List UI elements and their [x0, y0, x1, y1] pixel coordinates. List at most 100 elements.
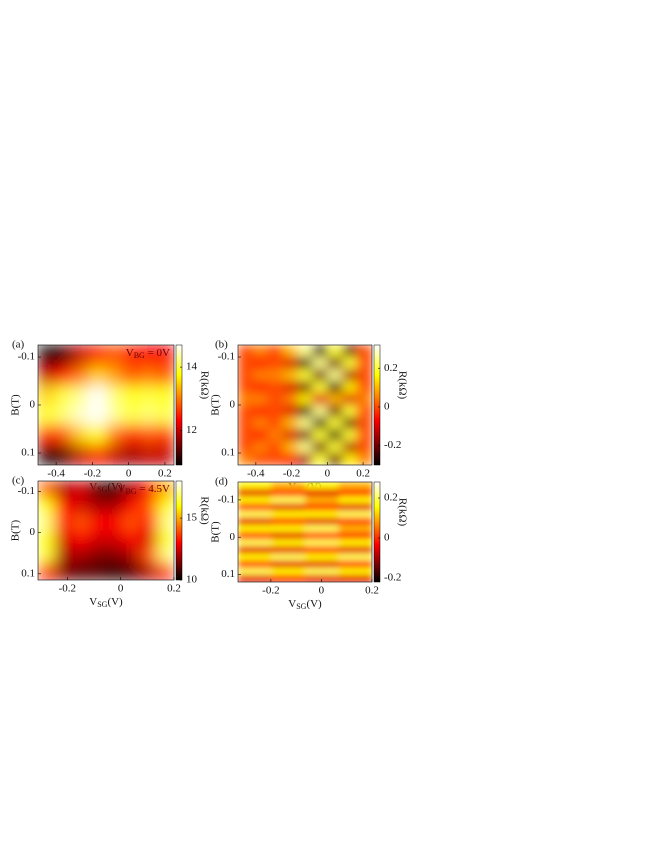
- heat-cell: [140, 425, 158, 446]
- colorbar-label: R(kΩ): [198, 496, 210, 525]
- x-label-part: SG: [296, 602, 306, 611]
- heat-cell: [38, 365, 56, 386]
- heat-cell: [106, 497, 124, 515]
- heat-cell: [271, 524, 306, 533]
- x-tick-label: 0.2: [167, 583, 181, 595]
- heat-cell: [342, 441, 358, 454]
- heat-cell: [327, 453, 343, 465]
- x-tick-label: -0.2: [262, 585, 279, 597]
- heat-cell: [338, 567, 372, 576]
- heat-cell: [312, 441, 328, 454]
- heat-cell: [297, 441, 313, 454]
- heat-cell: [55, 345, 73, 366]
- heat-cell: [357, 441, 372, 454]
- heat-cell: [342, 429, 358, 442]
- heat-cell: [140, 563, 158, 580]
- heat-cell: [238, 560, 272, 569]
- heat-cell: [157, 514, 174, 531]
- heat-cell: [305, 503, 339, 512]
- heat-cell: [89, 385, 107, 406]
- heat-cell: [297, 453, 313, 465]
- heat-cell: [338, 546, 372, 554]
- x-tick-label: 0.2: [356, 468, 370, 480]
- heat-cell: [123, 405, 141, 426]
- heat-cell: [305, 510, 339, 519]
- heat-cell: [55, 563, 73, 580]
- heat-cell: [89, 497, 107, 515]
- heat-cell: [38, 514, 56, 531]
- heat-cell: [338, 510, 372, 519]
- heat-cell: [157, 385, 174, 406]
- heat-cell: [106, 365, 124, 386]
- heat-cell: [123, 481, 141, 498]
- heat-cell: [267, 357, 284, 370]
- heat-cell: [123, 497, 141, 515]
- heat-cell: [238, 393, 254, 406]
- heat-cell: [140, 481, 158, 498]
- x-label-part: (V): [107, 596, 123, 608]
- heat-cell: [271, 503, 306, 512]
- heat-cell: [238, 574, 272, 582]
- heat-cell: [72, 530, 90, 548]
- heat-cell: [72, 481, 90, 498]
- heat-cell: [338, 517, 372, 526]
- heat-cell: [271, 496, 306, 504]
- heat-cell: [72, 563, 90, 580]
- heat-cell: [305, 553, 339, 562]
- annotation-part: = 0V: [145, 347, 170, 359]
- heat-cell: [123, 365, 141, 386]
- heat-cell: [106, 405, 124, 426]
- heat-cell: [271, 553, 306, 562]
- heat-cell: [238, 553, 272, 562]
- heat-cell: [123, 425, 141, 446]
- x-tick-label: 0: [126, 468, 132, 480]
- y-tick-label: 0.1: [21, 567, 35, 579]
- heat-cell: [305, 560, 339, 569]
- colorbar: [373, 481, 381, 583]
- heat-cell: [282, 345, 299, 358]
- heat-cell: [338, 489, 372, 497]
- panel-label: (c): [12, 475, 25, 487]
- heat-cell: [38, 405, 56, 426]
- heat-cell: [106, 345, 124, 366]
- y-tick-label: -0.1: [18, 351, 35, 363]
- heat-cell: [238, 453, 254, 465]
- heat-cell: [305, 567, 339, 576]
- heat-cell: [312, 393, 328, 406]
- heat-cell: [106, 514, 124, 531]
- annotation-part: V: [126, 347, 134, 359]
- colorbar-tick-label: 15: [186, 512, 198, 524]
- x-label-part: V: [89, 596, 97, 608]
- x-tick-label: -0.4: [47, 468, 65, 480]
- heat-cell: [89, 425, 107, 446]
- y-axis-label: B(T): [10, 394, 22, 416]
- heat-cell: [106, 445, 124, 465]
- x-label-part: SG: [97, 600, 107, 609]
- heat-cell: [305, 517, 339, 526]
- heat-cell: [338, 560, 372, 569]
- heat-cell: [72, 445, 90, 465]
- heat-cell: [123, 385, 141, 406]
- heat-cell: [327, 345, 343, 358]
- heat-cell: [305, 546, 339, 554]
- heat-cell: [271, 539, 306, 547]
- heatmap-clip: [238, 482, 372, 582]
- heat-cell: [305, 496, 339, 504]
- heat-cell: [297, 405, 313, 418]
- heat-cell: [89, 345, 107, 366]
- heat-cell: [123, 547, 141, 564]
- heat-cell: [357, 453, 372, 465]
- plot-frame: [237, 481, 373, 583]
- heat-cell: [312, 381, 328, 394]
- heat-cell: [55, 530, 73, 548]
- heat-cell: [271, 489, 306, 497]
- colorbar-tick-label: -0.2: [384, 572, 401, 584]
- heat-cell: [267, 453, 284, 465]
- heat-cell: [55, 425, 73, 446]
- heat-cell: [357, 393, 372, 406]
- heat-cell: [123, 345, 141, 366]
- heat-cell: [140, 405, 158, 426]
- heat-cell: [252, 381, 269, 394]
- heat-cell: [271, 567, 306, 576]
- heat-cell: [267, 381, 284, 394]
